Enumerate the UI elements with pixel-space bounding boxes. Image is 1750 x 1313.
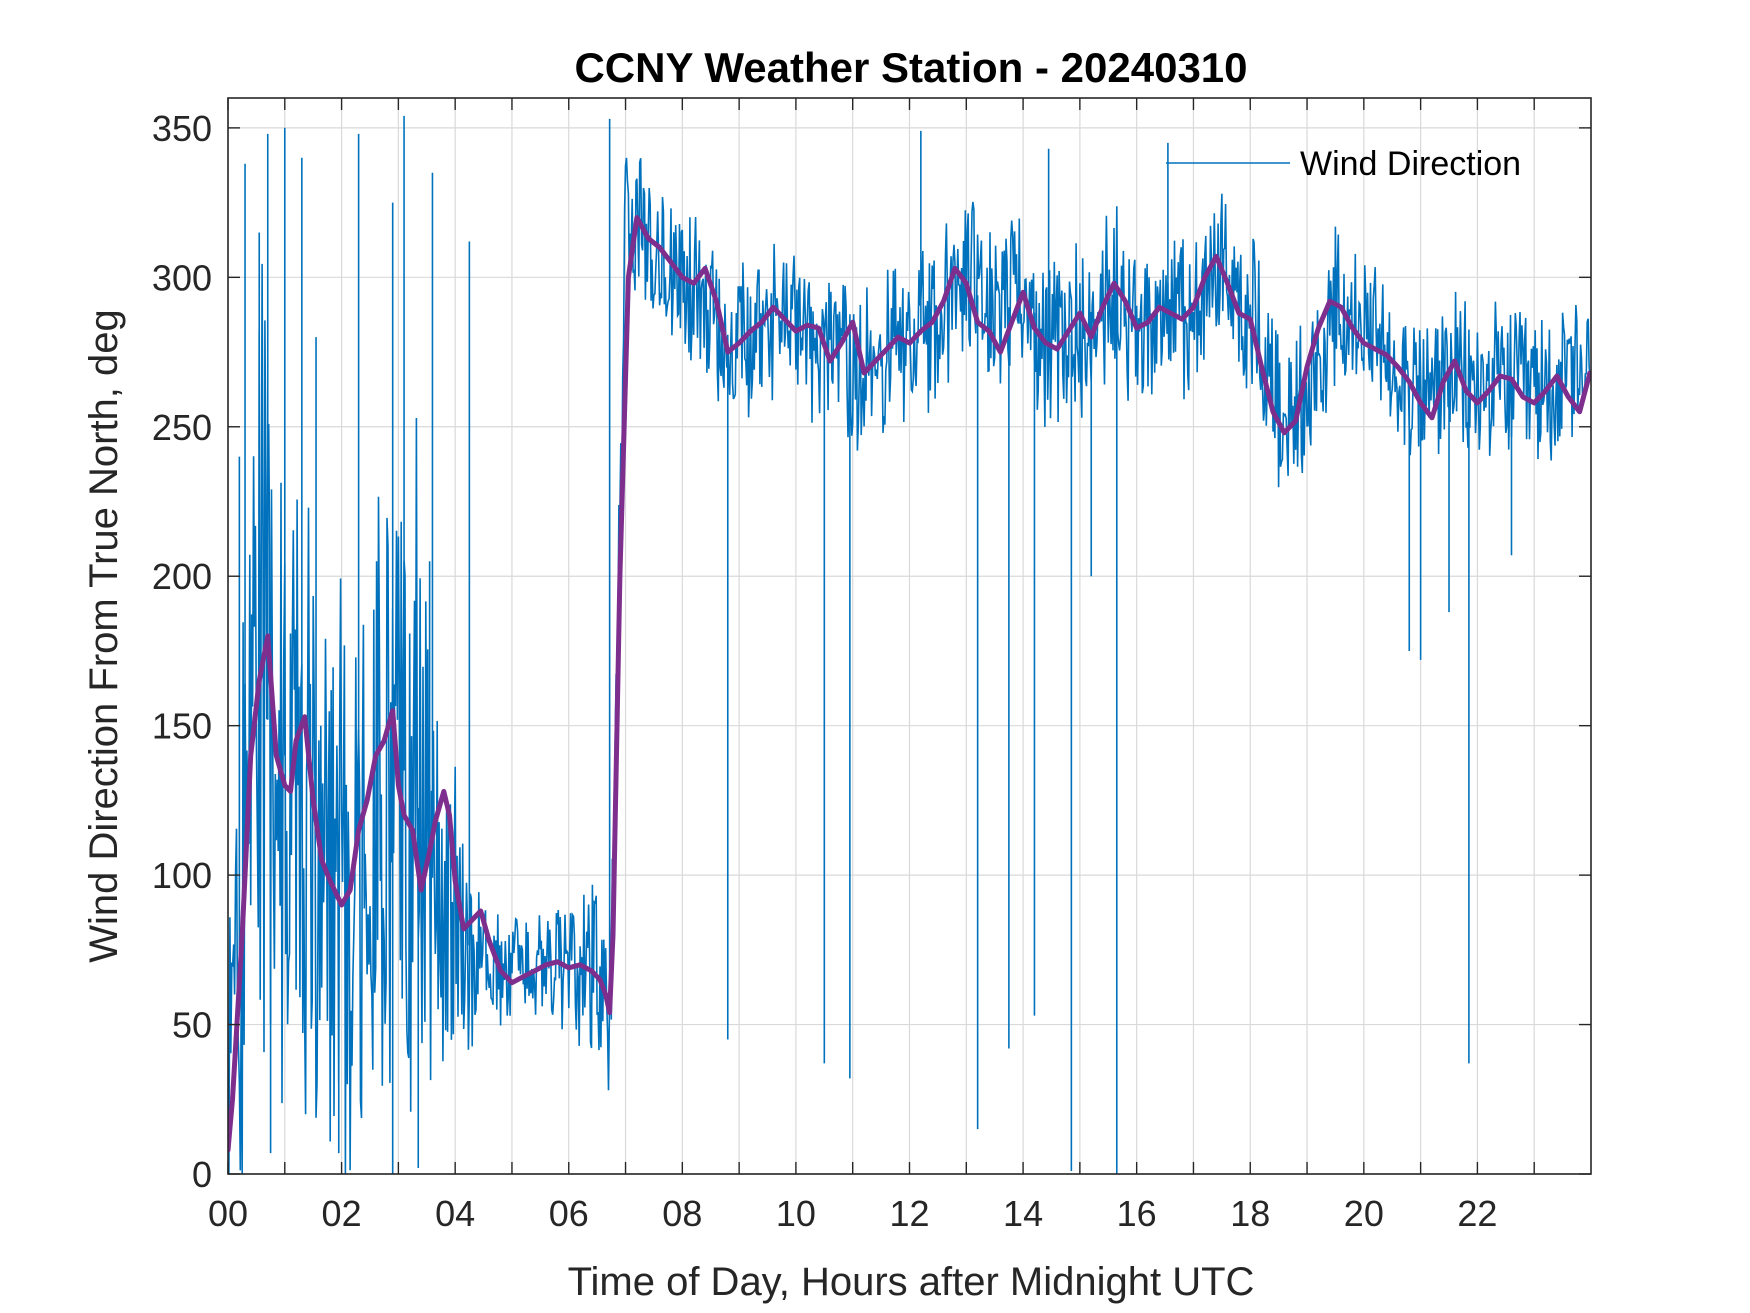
x-tick-label: 16 xyxy=(1117,1193,1157,1234)
x-tick-label: 14 xyxy=(1003,1193,1043,1234)
x-tick-label: 08 xyxy=(662,1193,702,1234)
x-axis-label: Time of Day, Hours after Midnight UTC xyxy=(568,1260,1255,1304)
x-tick-label: 18 xyxy=(1230,1193,1270,1234)
x-tick-label: 22 xyxy=(1457,1193,1497,1234)
y-tick-label: 50 xyxy=(172,1005,212,1046)
x-tick-label: 12 xyxy=(889,1193,929,1234)
y-axis-label: Wind Direction From True North, deg xyxy=(82,309,126,963)
x-tick-label: 02 xyxy=(322,1193,362,1234)
x-tick-labels: 00 02 04 06 08 10 12 14 16 18 20 22 xyxy=(208,1193,1497,1234)
x-tick-label: 06 xyxy=(549,1193,589,1234)
raw-spikes xyxy=(238,115,1513,1174)
y-tick-label: 100 xyxy=(152,855,212,896)
y-tick-labels: 0 50 100 150 200 250 300 350 xyxy=(152,108,212,1195)
y-tick-label: 200 xyxy=(152,556,212,597)
x-tick-label: 10 xyxy=(776,1193,816,1234)
x-tick-label: 00 xyxy=(208,1193,248,1234)
y-tick-label: 250 xyxy=(152,407,212,448)
series-line-smoothed xyxy=(228,215,1591,1153)
x-tick-label: 04 xyxy=(435,1193,475,1234)
axis-ticks xyxy=(227,98,1591,1175)
y-tick-label: 350 xyxy=(152,108,212,149)
y-tick-label: 0 xyxy=(192,1154,212,1195)
chart-title: CCNY Weather Station - 20240310 xyxy=(574,44,1247,91)
y-tick-label: 300 xyxy=(152,257,212,298)
x-tick-label: 20 xyxy=(1344,1193,1384,1234)
legend-label-wind-direction: Wind Direction xyxy=(1300,145,1521,183)
legend: Wind Direction xyxy=(1166,145,1521,183)
series-line-wind-direction xyxy=(228,157,1591,1174)
y-tick-label: 150 xyxy=(152,706,212,747)
grid xyxy=(227,98,1591,1175)
plot-area xyxy=(228,115,1591,1174)
